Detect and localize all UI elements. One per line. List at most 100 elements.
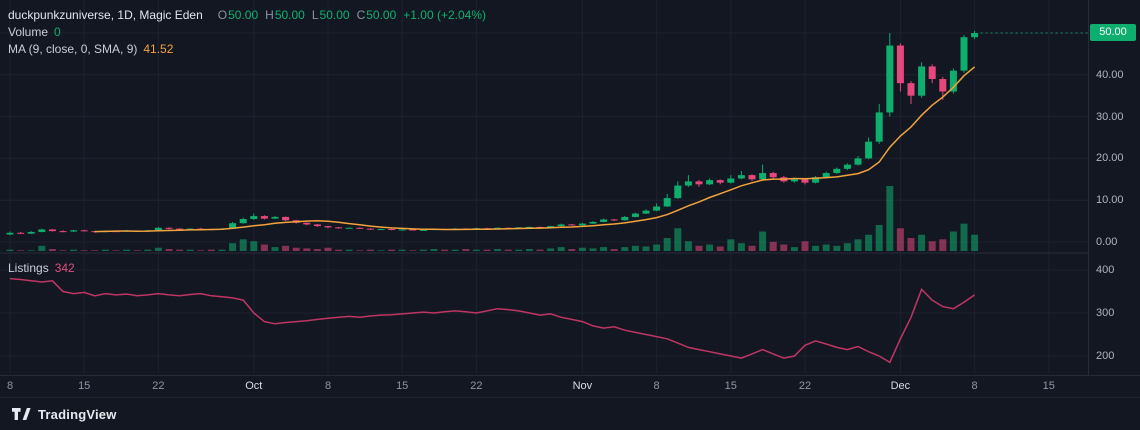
- volume-bar: [366, 249, 374, 251]
- volume-bar: [663, 238, 671, 251]
- candle-body: [949, 70, 957, 92]
- symbol-legend-row[interactable]: duckpunkzuniverse, 1D, Magic Eden O 50.0…: [8, 6, 486, 23]
- candle-body: [610, 219, 618, 221]
- volume-bar: [101, 249, 109, 251]
- volume-bar: [282, 245, 290, 251]
- candle-body: [833, 168, 841, 174]
- ma-legend-row[interactable]: MA (9, close, 0, SMA, 9) 41.52: [8, 40, 486, 57]
- volume-legend-row[interactable]: Volume 0: [8, 23, 486, 40]
- volume-bar: [525, 249, 533, 251]
- time-axis-label: 8: [324, 380, 332, 392]
- volume-bar: [154, 247, 162, 251]
- candle-body: [250, 216, 258, 220]
- candle-body: [260, 216, 268, 219]
- volume-bar: [684, 241, 692, 251]
- candle-body: [324, 226, 332, 228]
- candle-body: [366, 228, 374, 230]
- time-axis-label: 8: [971, 380, 978, 392]
- time-axis[interactable]: 8 15 22 Oct 8 15 22 Nov 8 15 22 Dec 8 15: [0, 376, 1088, 397]
- volume-bar: [706, 244, 714, 251]
- candle-body: [600, 219, 608, 222]
- volume-bar: [80, 250, 88, 251]
- candle-body: [345, 227, 353, 229]
- volume-bar: [409, 250, 417, 251]
- volume-bar: [335, 249, 343, 251]
- candle-body: [896, 45, 904, 84]
- candle-body: [303, 222, 311, 225]
- time-axis-label: 22: [152, 380, 165, 392]
- candle-body: [822, 173, 830, 178]
- volume-bar: [472, 249, 480, 251]
- price-axis-label: 10.00: [1096, 194, 1124, 207]
- candle-body: [70, 230, 78, 232]
- volume-bar: [292, 247, 300, 251]
- time-axis-label: Oct: [245, 380, 263, 392]
- candle-body: [282, 216, 290, 221]
- volume-bar: [176, 249, 184, 251]
- volume-bar: [504, 249, 512, 251]
- volume-bar: [239, 239, 247, 251]
- volume-bar: [377, 250, 385, 251]
- price-axis-label: 0.00: [1096, 236, 1118, 248]
- volume-bar: [748, 245, 756, 251]
- volume-bar: [589, 248, 597, 251]
- price-axis-label: 20.00: [1096, 152, 1124, 165]
- candle-body: [631, 213, 639, 217]
- volume-bar: [854, 239, 862, 251]
- candle-body: [356, 227, 364, 229]
- volume-bar: [17, 250, 25, 251]
- volume-bar: [918, 234, 926, 251]
- volume-bar: [303, 248, 311, 251]
- symbol-title: duckpunkzuniverse, 1D, Magic Eden: [8, 7, 203, 22]
- volume-bar: [271, 247, 279, 251]
- tradingview-logo-icon[interactable]: [12, 407, 31, 421]
- price-axis[interactable]: 50.00 50.0040.0030.0020.0010.000.0040030…: [1088, 0, 1140, 375]
- candle-body: [759, 173, 767, 180]
- volume-bar: [345, 249, 353, 251]
- time-axis-label: 22: [470, 380, 483, 392]
- candle-body: [271, 216, 279, 219]
- volume-bar: [695, 245, 703, 251]
- volume-bar: [907, 238, 915, 251]
- candle-body: [547, 226, 555, 228]
- volume-bar: [769, 241, 777, 251]
- volume-bar: [27, 250, 35, 251]
- candle-body: [48, 229, 56, 232]
- volume-bar: [642, 246, 650, 251]
- ma-label: MA (9, close, 0, SMA, 9): [8, 41, 138, 56]
- change-value: +1.00 (+2.04%): [403, 7, 487, 22]
- candle-body: [918, 66, 926, 96]
- listings-legend-row[interactable]: Listings 342: [8, 259, 75, 276]
- volume-bar: [812, 245, 820, 251]
- candle-body: [716, 180, 724, 183]
- volume-bar: [451, 249, 459, 251]
- volume-bar: [833, 245, 841, 251]
- time-axis-label: 8: [653, 380, 660, 392]
- candle-body: [737, 175, 745, 179]
- volume-bar: [430, 249, 438, 251]
- volume-bar: [515, 249, 523, 251]
- tradingview-brand[interactable]: TradingView: [38, 406, 117, 422]
- ohlc-high-label: H: [265, 7, 274, 22]
- axis-divider: [0, 375, 1140, 376]
- candle-body: [377, 229, 385, 231]
- ohlc-close-label: C: [356, 7, 366, 22]
- volume-bar: [6, 249, 14, 251]
- ohlc-low-value: 50.00: [319, 7, 350, 22]
- ma-value: 41.52: [143, 41, 174, 56]
- candle-body: [409, 229, 417, 231]
- volume-bar: [875, 225, 883, 251]
- ohlc-high-value: 50.00: [274, 7, 305, 22]
- candle-body: [27, 231, 35, 234]
- volume-bar: [260, 244, 268, 251]
- volume-bar: [949, 231, 957, 251]
- volume-bar: [568, 249, 576, 251]
- volume-bar: [822, 244, 830, 251]
- volume-bar: [123, 249, 131, 251]
- volume-bar: [144, 249, 152, 251]
- volume-bar: [653, 244, 661, 251]
- candle-body: [790, 179, 798, 182]
- chart-canvas[interactable]: [0, 0, 1088, 375]
- ohlc-close-value: 50.00: [366, 7, 397, 22]
